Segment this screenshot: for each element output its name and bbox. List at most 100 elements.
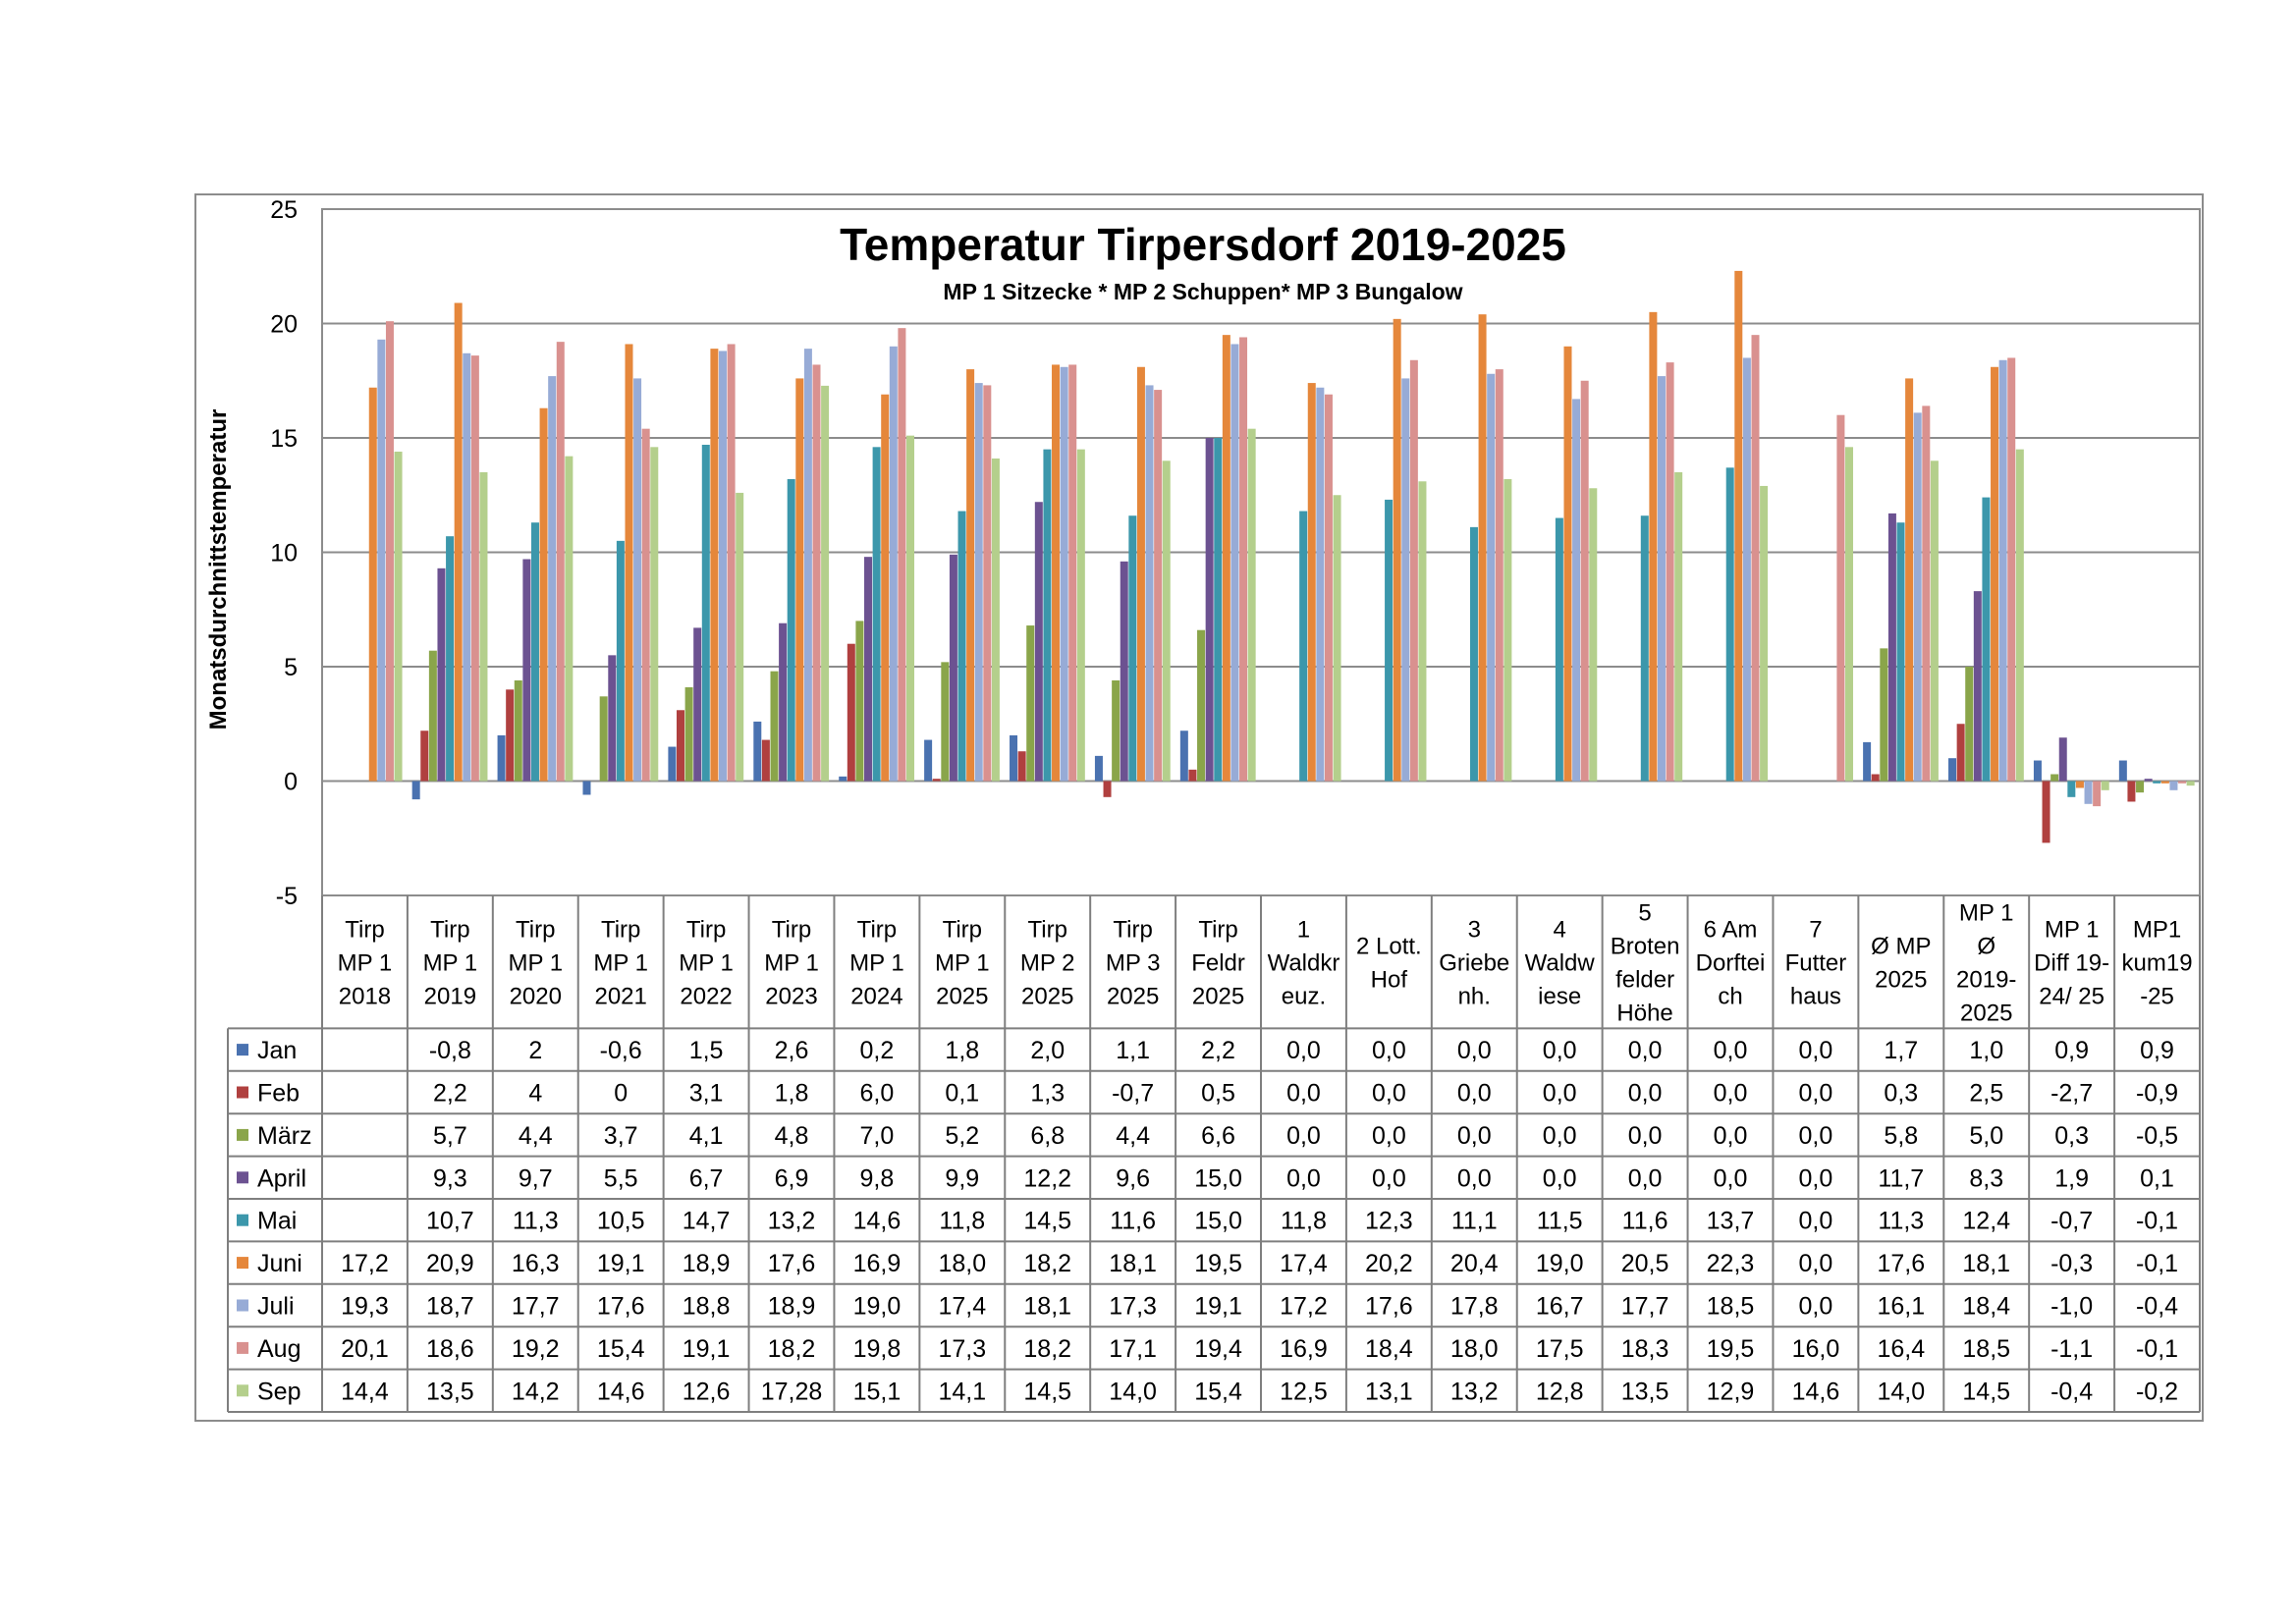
bar-juli [974,383,983,782]
bar-sep [2186,781,2195,786]
table-cell: 14,0 [1109,1378,1157,1405]
category-label: Tirp [686,917,726,944]
bar-april [1205,438,1214,782]
legend-key-feb [237,1086,248,1099]
table-cell: 1,9 [2054,1164,2089,1192]
table-cell: 0,9 [2140,1037,2174,1064]
category-label: MP 1 [1959,900,2014,927]
table-cell: 17,6 [597,1293,645,1321]
bar-sep [991,458,1000,782]
table-cell: 18,7 [426,1293,474,1321]
table-cell: 13,5 [1621,1378,1669,1405]
category-label: 2023 [765,984,817,1010]
table-cell: 12,9 [1707,1378,1755,1405]
bar-feb [761,739,770,782]
bar-aug [727,344,736,782]
table-cell: -1,0 [2050,1293,2093,1321]
bar-aug [470,355,479,782]
table-cell: 0,0 [1714,1164,1748,1192]
bar-juni [881,394,890,782]
table-cell: 19,2 [512,1335,560,1363]
table-cell: 18,0 [1450,1335,1499,1363]
category-label: 5 [1638,900,1651,927]
table-cell: 17,4 [1280,1250,1328,1277]
legend-key-sep [237,1384,248,1397]
category-label: 6 Am [1704,917,1758,944]
bar-juni [1905,378,1914,782]
category-label: MP 1 [935,950,990,977]
bar-mai [957,511,966,782]
bar-feb [1956,724,1965,782]
table-cell: 16,4 [1877,1335,1925,1363]
table-cell: 8,3 [1969,1164,2003,1192]
table-cell: 6,8 [1030,1122,1065,1150]
bar-jan [924,739,933,782]
table-cell: 15,4 [1194,1378,1242,1405]
table-cell: 0,0 [1286,1122,1321,1150]
table-cell: 17,2 [341,1250,389,1277]
table-cell: 14,7 [683,1208,731,1235]
table-cell: 0,0 [1543,1080,1577,1108]
bar-aug [1666,362,1674,782]
table-cell: 1,5 [689,1037,724,1064]
bar-jan [497,734,506,782]
bar-juli [1742,357,1751,782]
bar-jan [1948,758,1957,782]
y-tick-label: 0 [284,769,298,796]
table-cell: 19,1 [683,1335,731,1363]
legend-key-jan [237,1044,248,1056]
table-cell: 0,0 [1543,1037,1577,1064]
category-label: MP 1 [849,950,904,977]
bar-aug [2178,781,2187,784]
bar-juli [1998,359,2007,782]
table-cell: 9,7 [519,1164,553,1192]
category-label: 2018 [339,984,391,1010]
category-label: 2025 [1192,984,1244,1010]
bar-juli [1913,412,1922,782]
bar-jan [1010,734,1018,782]
y-axis-label: Monatsdurchnittstemperatur [205,409,232,730]
table-cell: 0,5 [1201,1080,1235,1108]
table-cell: -0,4 [2050,1378,2093,1405]
bar-sep [1333,495,1341,782]
table-cell: 19,0 [853,1293,902,1321]
table-cell: -0,1 [2136,1208,2178,1235]
table-cell: 14,2 [512,1378,560,1405]
bar-april [1120,561,1128,782]
table-cell: 18,1 [1962,1250,2010,1277]
bar-sep [479,471,488,782]
table-cell: 13,2 [1450,1378,1499,1405]
bar-mai [1982,497,1991,782]
bar-jan [753,721,762,782]
table-cell: 5,2 [945,1122,979,1150]
bar-juli [548,376,557,782]
bar-juni [539,407,548,782]
table-cell: 12,5 [1280,1378,1328,1405]
bar-feb [2042,781,2050,843]
table-cell: 20,9 [426,1250,474,1277]
bar-sep [1076,449,1085,782]
table-cell: 3,7 [604,1122,638,1150]
category-label: MP 1 [338,950,393,977]
category-label: Tirp [1113,917,1152,944]
table-cell: -0,7 [1112,1080,1154,1108]
bar-sep [650,447,659,782]
bar-aug [1154,390,1163,782]
table-cell: -0,1 [2136,1250,2178,1277]
legend-key-april [237,1171,248,1184]
table-cell: 2,2 [433,1080,467,1108]
series-label: Aug [257,1335,301,1363]
bar-mai [1299,511,1308,782]
table-cell: 0,0 [1799,1037,1833,1064]
bar-sep [821,385,830,782]
table-cell: 16,7 [1536,1293,1584,1321]
table-cell: 0,1 [945,1080,979,1108]
category-label: MP 1 [508,950,563,977]
bar-jan [839,776,847,782]
bar-feb [676,710,684,782]
chart-title: Temperatur Tirpersdorf 2019-2025 [840,219,1566,270]
y-axis: -5 0 5 10 15 20 25 [270,196,298,910]
bar-juni [454,302,463,782]
table-cell: 2,5 [1969,1080,2003,1108]
bar-aug [1068,364,1077,782]
